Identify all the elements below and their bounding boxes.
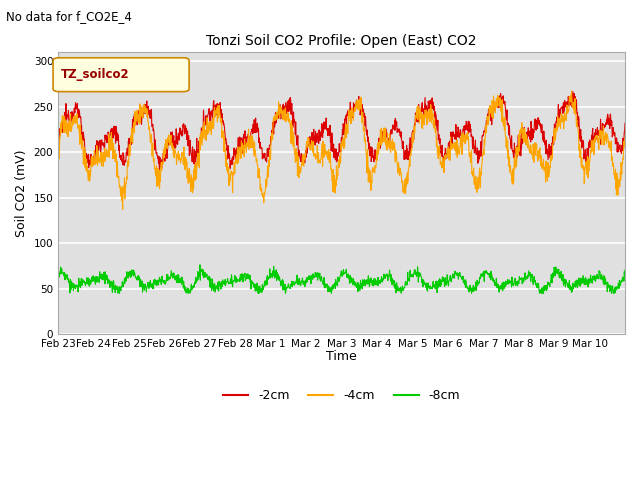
-8cm [65, 278, 73, 284]
Line: -8cm: -8cm [58, 265, 625, 293]
X-axis label: Time: Time [326, 350, 357, 363]
-2cm [311, 136, 319, 142]
-4cm [445, 149, 453, 155]
-8cm [445, 277, 453, 283]
-4cm [311, 153, 319, 159]
-2cm [621, 120, 629, 126]
-2cm [569, 89, 577, 95]
-4cm [345, 114, 353, 120]
-8cm [114, 290, 122, 296]
-2cm [586, 144, 593, 150]
-8cm [311, 270, 319, 276]
FancyBboxPatch shape [53, 58, 189, 92]
-4cm [65, 127, 73, 133]
-2cm [65, 117, 73, 123]
-8cm [196, 262, 204, 268]
-8cm [54, 277, 62, 283]
Text: No data for f_CO2E_4: No data for f_CO2E_4 [6, 10, 132, 23]
-4cm [586, 159, 593, 165]
Line: -2cm: -2cm [58, 92, 625, 174]
Legend: -2cm, -4cm, -8cm: -2cm, -4cm, -8cm [218, 384, 465, 407]
-2cm [156, 155, 164, 160]
Text: TZ_soilco2: TZ_soilco2 [61, 68, 130, 81]
Y-axis label: Soil CO2 (mV): Soil CO2 (mV) [15, 149, 28, 237]
-2cm [156, 171, 163, 177]
-4cm [156, 171, 164, 177]
-4cm [568, 88, 575, 94]
-4cm [621, 135, 629, 141]
-2cm [345, 110, 353, 116]
-4cm [119, 207, 127, 213]
-2cm [54, 143, 62, 149]
Title: Tonzi Soil CO2 Profile: Open (East) CO2: Tonzi Soil CO2 Profile: Open (East) CO2 [206, 34, 477, 48]
-8cm [156, 279, 164, 285]
Line: -4cm: -4cm [58, 91, 625, 210]
-2cm [445, 146, 453, 152]
-4cm [54, 142, 62, 148]
-8cm [586, 278, 593, 284]
-8cm [621, 267, 629, 273]
-8cm [345, 276, 353, 281]
